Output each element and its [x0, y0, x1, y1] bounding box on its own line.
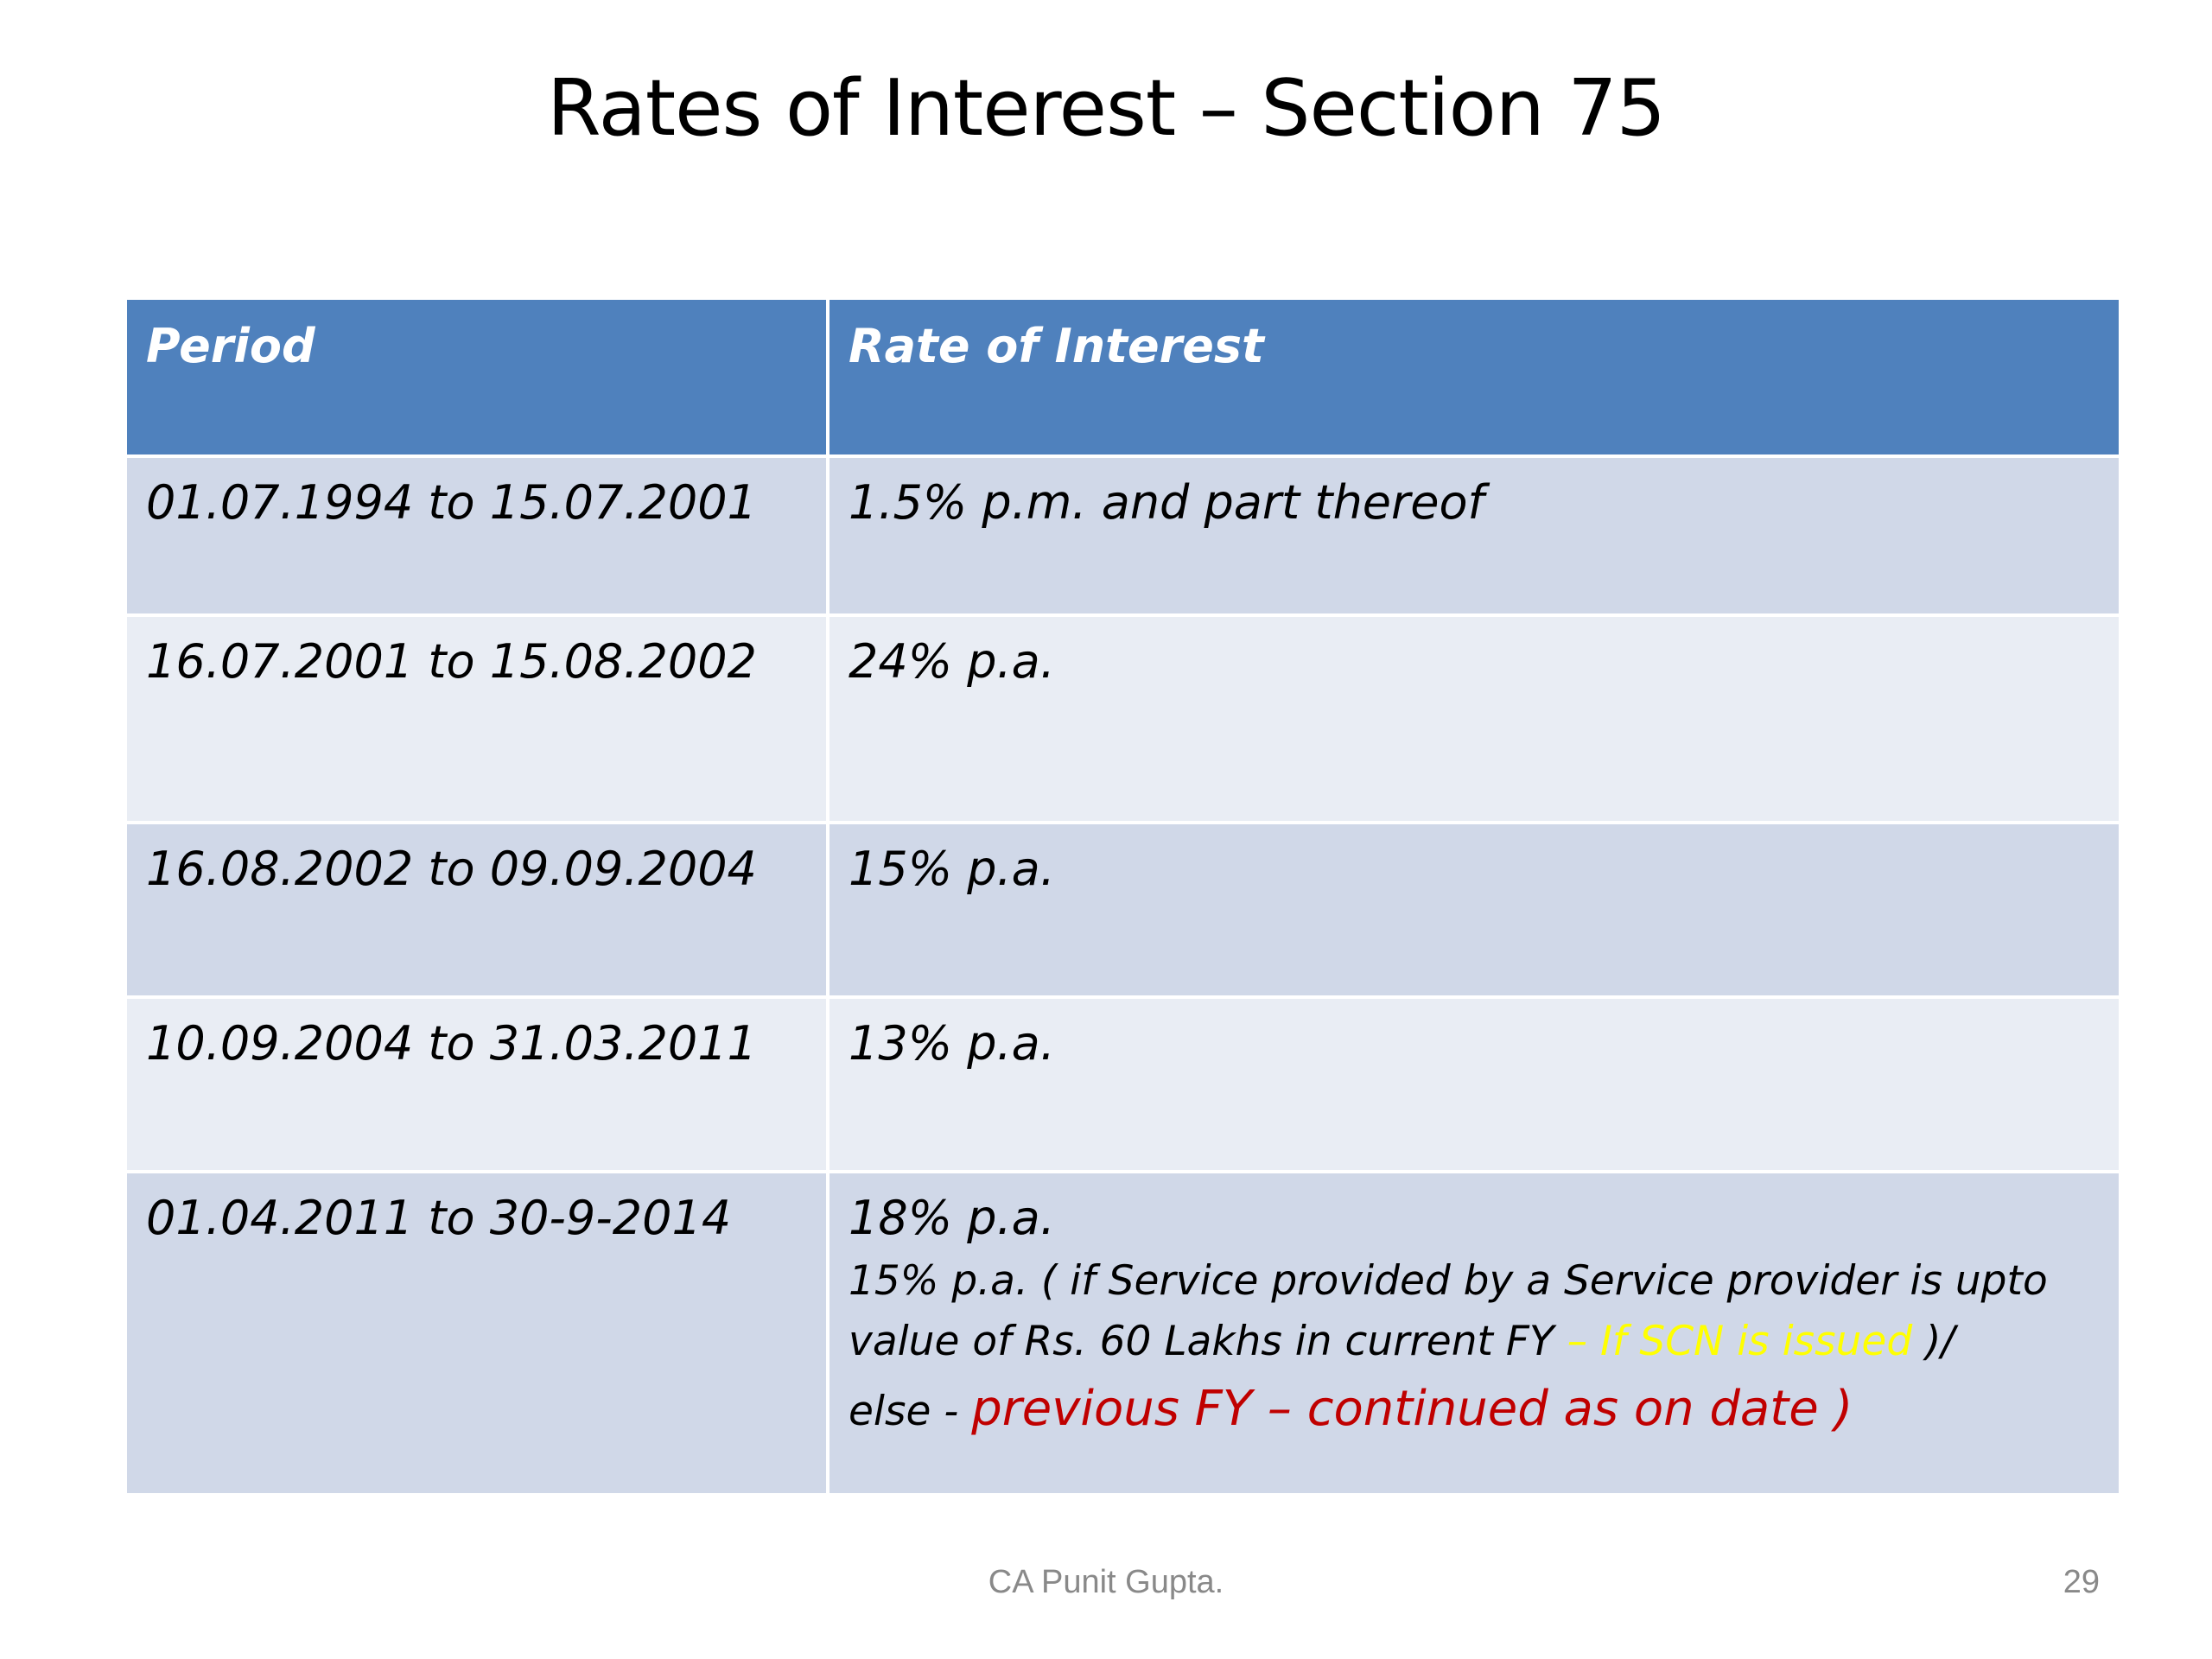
rate-note-line-2-prefix: value of Rs. 60 Lakhs in current FY	[849, 1318, 1567, 1366]
table-header-row: Period Rate of Interest	[124, 296, 2122, 458]
table-row: 01.04.2011 to 30-9-2014 18% p.a. 15% p.a…	[124, 1170, 2122, 1497]
rate-note-line-2-suffix: )/	[1925, 1318, 1955, 1366]
rate-cell: 24% p.a.	[826, 613, 2122, 824]
previous-fy-highlight: previous FY – continued as on date )	[971, 1380, 1853, 1437]
slide-title: Rates of Interest – Section 75	[547, 63, 1666, 154]
rate-note-line-3: else - previous FY – continued as on dat…	[849, 1373, 2100, 1446]
period-cell: 01.04.2011 to 30-9-2014	[124, 1170, 830, 1497]
rate-cell: 1.5% p.m. and part thereof	[826, 454, 2122, 617]
rate-note-line-1: 15% p.a. ( if Service provided by a Serv…	[849, 1256, 2048, 1305]
table-row: 10.09.2004 to 31.03.2011 13% p.a.	[124, 995, 2122, 1173]
rate-note-line-3-prefix: else -	[849, 1387, 972, 1435]
header-period: Period	[124, 296, 830, 458]
table-row: 01.07.1994 to 15.07.2001 1.5% p.m. and p…	[124, 454, 2122, 617]
footer-author: CA Punit Gupta.	[988, 1564, 1224, 1600]
table-row: 16.08.2002 to 09.09.2004 15% p.a.	[124, 821, 2122, 999]
rate-cell: 13% p.a.	[826, 995, 2122, 1173]
period-cell: 10.09.2004 to 31.03.2011	[124, 995, 830, 1173]
interest-rate-table: Period Rate of Interest 01.07.1994 to 15…	[124, 296, 2122, 1497]
table-row: 16.07.2001 to 15.08.2002 24% p.a.	[124, 613, 2122, 824]
page-number: 29	[2063, 1564, 2100, 1600]
header-rate-of-interest: Rate of Interest	[826, 296, 2122, 458]
rate-note-line-2: value of Rs. 60 Lakhs in current FY – If…	[849, 1312, 2100, 1373]
period-cell: 16.07.2001 to 15.08.2002	[124, 613, 830, 824]
scn-issued-highlight: – If SCN is issued	[1567, 1318, 1926, 1366]
period-cell: 01.07.1994 to 15.07.2001	[124, 454, 830, 617]
rate-cell: 15% p.a.	[826, 821, 2122, 999]
rate-main-text: 18% p.a.	[849, 1191, 1055, 1245]
period-cell: 16.08.2002 to 09.09.2004	[124, 821, 830, 999]
rate-cell: 18% p.a. 15% p.a. ( if Service provided …	[826, 1170, 2122, 1497]
